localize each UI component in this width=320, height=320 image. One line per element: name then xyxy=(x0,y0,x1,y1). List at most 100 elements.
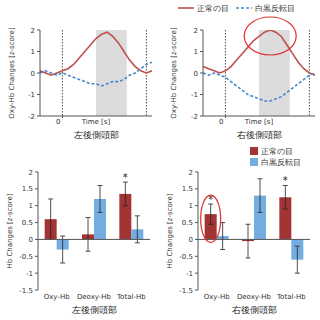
y-tick xyxy=(35,256,38,257)
y-tick xyxy=(35,172,38,173)
plot-area xyxy=(40,30,152,116)
x-axis-label: Time [s] xyxy=(244,118,274,126)
legend-swatch xyxy=(178,7,194,9)
y-tick xyxy=(37,116,40,117)
x-axis-label: Time [s] xyxy=(81,118,111,126)
error-bar xyxy=(220,223,225,250)
error-bar xyxy=(48,199,53,239)
y-tick-label: 2 xyxy=(31,27,35,35)
y-tick-label: -1 xyxy=(191,91,198,99)
y-tick xyxy=(35,273,38,274)
y-tick-label: 1 xyxy=(29,202,33,210)
x-tick-label: Deoxy-Hb xyxy=(237,293,272,301)
y-tick-label: 1.5 xyxy=(22,185,33,193)
y-tick-label: 0.5 xyxy=(182,219,193,227)
legend-label: 白黒反転目 xyxy=(255,4,295,13)
x-tick xyxy=(225,116,226,118)
y-tick-label: -1 xyxy=(26,270,33,278)
plot-area xyxy=(205,179,304,273)
y-tick-label: 0 xyxy=(29,236,33,244)
significance-mark: * xyxy=(123,172,128,183)
y-tick xyxy=(200,94,203,95)
x-tick xyxy=(62,116,63,118)
y-tick xyxy=(195,205,198,206)
y-tick xyxy=(35,290,38,291)
legend-swatch xyxy=(236,7,252,9)
legend-label: 正常の目 xyxy=(197,4,229,13)
y-tick xyxy=(200,116,203,117)
y-tick-label: 0 xyxy=(194,70,198,78)
line-chart: 0 Time [s] -2 -1 0 1 2 Oxy-Hb Changes [z-score]… xyxy=(8,4,295,140)
plot-area xyxy=(203,30,315,116)
y-tick xyxy=(35,222,38,223)
marker-line xyxy=(62,30,63,116)
y-tick-label: -0.5 xyxy=(19,253,33,261)
y-tick xyxy=(195,290,198,291)
plot-area xyxy=(45,182,144,263)
y-tick-label: 1 xyxy=(194,48,198,56)
zero-line xyxy=(38,239,150,240)
error-bar xyxy=(86,218,91,252)
marker-line xyxy=(225,30,226,116)
x-tick-label: Total-Hb xyxy=(276,293,306,301)
y-tick-label: 1 xyxy=(189,202,193,210)
y-tick-label: -2 xyxy=(28,113,35,121)
highlight xyxy=(244,17,296,55)
y-tick xyxy=(195,172,198,173)
y-tick-label: -0.5 xyxy=(179,253,193,261)
chart-title: 左後側頭部 xyxy=(72,305,117,315)
error-bar xyxy=(135,216,140,243)
x-axis-line xyxy=(40,116,152,117)
y-tick xyxy=(37,30,40,31)
y-tick-label: 2 xyxy=(29,169,33,177)
y-tick xyxy=(195,222,198,223)
y-tick xyxy=(195,273,198,274)
y-tick-label: -1.5 xyxy=(179,287,193,295)
x-axis-line xyxy=(203,116,315,117)
legend-swatch xyxy=(250,147,258,155)
y-tick-label: -1 xyxy=(186,270,193,278)
x-tick-label: 0 xyxy=(56,118,60,126)
series-line xyxy=(203,73,315,101)
error-bar xyxy=(283,185,288,209)
shaded-range xyxy=(96,30,127,116)
y-axis-label: Oxy-Hb Changes [z-score] xyxy=(8,27,16,119)
y-tick xyxy=(35,188,38,189)
y-axis-label: Hb Changes [z-score] xyxy=(6,193,14,268)
y-axis-line xyxy=(198,172,199,290)
x-tick-label: Oxy-Hb xyxy=(44,293,70,301)
x-tick-label: Total-Hb xyxy=(116,293,146,301)
x-tick-label: Deoxy-Hb xyxy=(77,293,112,301)
chart-title: 右後側頭部 xyxy=(232,305,277,315)
series-line xyxy=(40,62,152,86)
y-axis-label: Hb Changes [z-score] xyxy=(166,193,174,268)
x-tick-label: Oxy-Hb xyxy=(204,293,230,301)
y-tick-label: 1.5 xyxy=(182,185,193,193)
y-tick xyxy=(35,205,38,206)
x-tick-label: 0 xyxy=(219,118,223,126)
series-line xyxy=(40,32,152,75)
y-axis-line xyxy=(38,172,39,290)
y-tick xyxy=(200,73,203,74)
y-tick xyxy=(35,239,38,240)
y-tick-label: 1 xyxy=(31,48,35,56)
error-bar xyxy=(123,182,128,206)
legend-label: 正常の目 xyxy=(261,147,293,156)
figure: 0 Time [s] -2 -1 0 1 2 Oxy-Hb Changes [z-score]… xyxy=(0,0,320,320)
y-tick-label: 0 xyxy=(189,236,193,244)
significance-mark: * xyxy=(283,175,288,186)
y-tick-label: -1.5 xyxy=(19,287,33,295)
line-chart: 0 Time [s] -2 -1 0 1 2 Oxy-Hb Changes [z-score]… xyxy=(170,17,315,140)
y-tick-label: 2 xyxy=(194,27,198,35)
legend-swatch xyxy=(250,158,258,166)
y-tick-label: -2 xyxy=(191,113,198,121)
bar-chart: Oxy-Hb Deoxy-Hb Total-Hb -1.5 -1 -0.5 0 0.5 1 1.5… xyxy=(6,147,301,315)
y-axis-label: Oxy-Hb Changes [z-score] xyxy=(170,27,178,119)
y-tick-label: 0 xyxy=(31,70,35,78)
y-tick xyxy=(195,256,198,257)
y-tick xyxy=(37,73,40,74)
y-tick xyxy=(37,51,40,52)
chart-title: 左後側頭部 xyxy=(74,130,119,140)
error-bar xyxy=(246,224,251,258)
error-bar xyxy=(258,179,263,213)
